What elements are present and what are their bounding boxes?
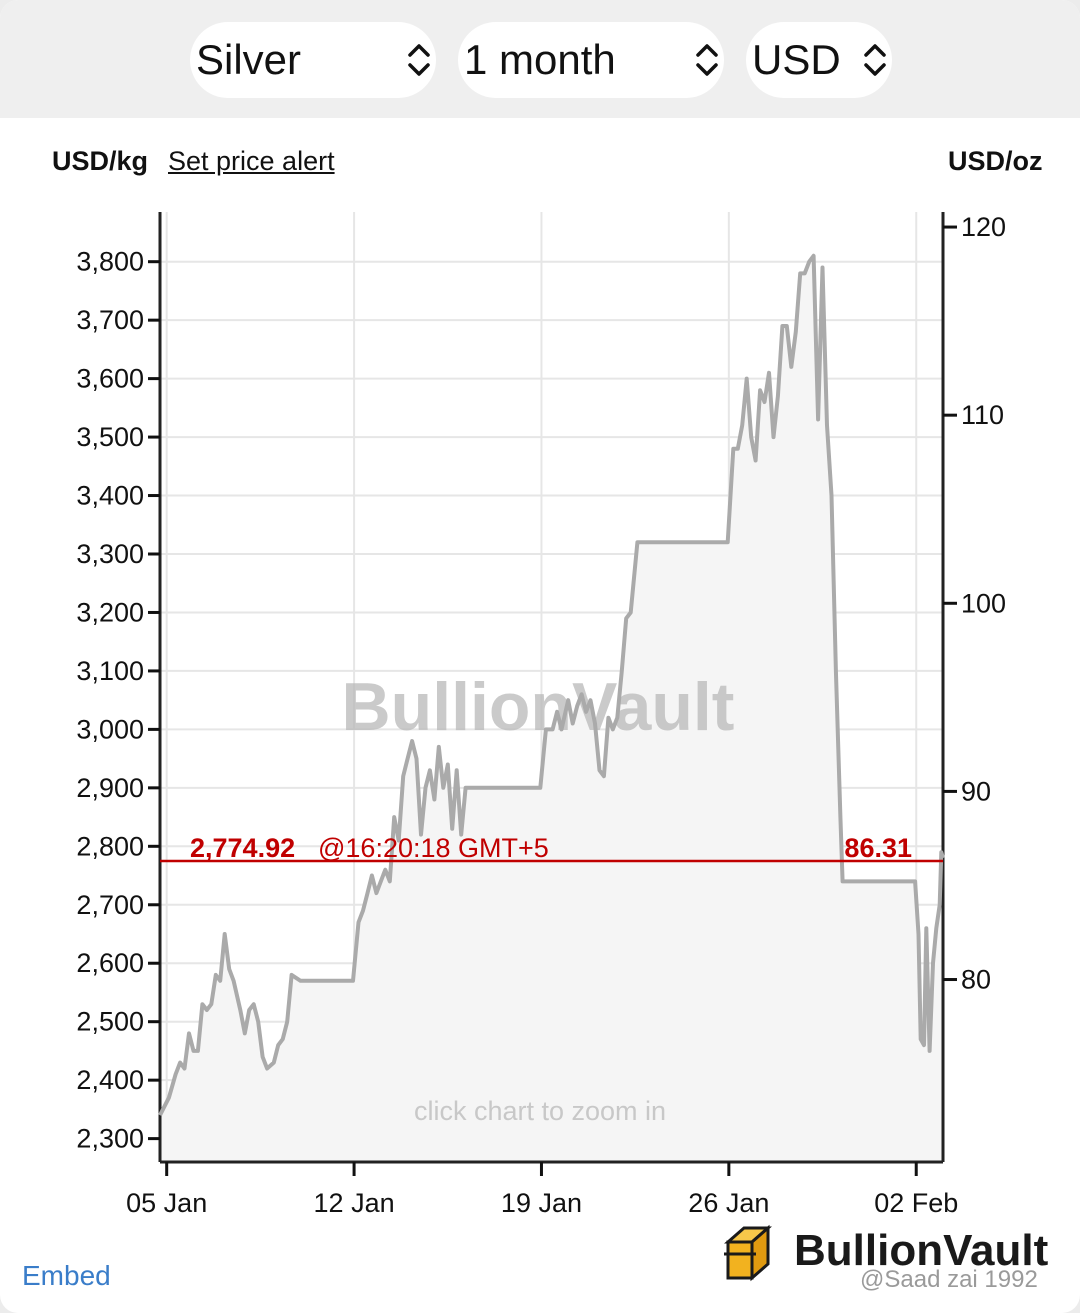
- x-tick-label: 12 Jan: [314, 1188, 395, 1218]
- bullionvault-brand: BullionVault: [722, 1222, 1048, 1284]
- metal-select-value: Silver: [196, 36, 302, 83]
- left-tick-label: 3,600: [76, 364, 144, 394]
- right-tick-label: 120: [961, 212, 1006, 242]
- x-tick-label: 05 Jan: [126, 1188, 207, 1218]
- current-price-time: @16:20:18 GMT+5: [318, 833, 549, 863]
- user-watermark: @Saad zai 1992: [860, 1266, 1038, 1293]
- current-price-oz: 86.31: [844, 833, 912, 863]
- price-line: [158, 253, 945, 1117]
- left-tick-label: 3,300: [76, 539, 144, 569]
- left-tick-label: 3,700: [76, 305, 144, 335]
- right-tick-label: 80: [961, 965, 991, 995]
- set-price-alert-link[interactable]: Set price alert: [168, 146, 335, 176]
- price-area: [160, 255, 943, 1163]
- bullionvault-cube-icon: [724, 1224, 772, 1282]
- metal-select[interactable]: Silver: [190, 22, 436, 98]
- left-tick-label: 2,900: [76, 773, 144, 803]
- left-tick-label: 2,600: [76, 948, 144, 978]
- current-price-label: 2,774.92: [190, 833, 295, 863]
- chevron-updown-icon: [864, 44, 886, 76]
- right-tick-label: 110: [961, 400, 1004, 430]
- right-axis-ticks: 80 90 100 110 120: [943, 212, 1006, 995]
- left-tick-label: 2,700: [76, 890, 144, 920]
- price-chart[interactable]: BullionVault 2,774.92 @16:20:18 GMT+5 86…: [0, 190, 1080, 1220]
- left-axis-ticks: 2,300 2,400 2,500 2,600 2,700 2,800 2,900 3,000…: [76, 247, 160, 1154]
- brand-name: BullionVault: [794, 1226, 1049, 1275]
- left-tick-label: 2,300: [76, 1124, 144, 1154]
- left-tick-label: 2,800: [76, 831, 144, 861]
- left-tick-label: 2,400: [76, 1065, 144, 1095]
- chevron-updown-icon: [696, 44, 718, 76]
- left-tick-label: 3,000: [76, 714, 144, 744]
- zoom-hint: click chart to zoom in: [414, 1096, 666, 1126]
- right-tick-label: 100: [961, 588, 1006, 618]
- right-tick-label: 90: [961, 776, 991, 806]
- bullionvault-watermark: BullionVault: [342, 669, 735, 745]
- x-tick-label: 02 Feb: [874, 1188, 958, 1218]
- left-tick-label: 3,200: [76, 597, 144, 627]
- left-tick-label: 3,100: [76, 656, 144, 686]
- period-select[interactable]: 1 month: [458, 22, 724, 98]
- axes: [158, 212, 945, 1164]
- left-tick-label: 3,400: [76, 481, 144, 511]
- currency-select[interactable]: USD: [746, 22, 892, 98]
- currency-select-value: USD: [752, 36, 841, 83]
- left-tick-label: 2,500: [76, 1007, 144, 1037]
- left-tick-label: 3,800: [76, 247, 144, 277]
- x-axis-ticks: 05 Jan 12 Jan 19 Jan 26 Jan 02 Feb: [126, 1162, 958, 1218]
- x-tick-label: 26 Jan: [688, 1188, 769, 1218]
- x-tick-label: 19 Jan: [501, 1188, 582, 1218]
- period-select-value: 1 month: [464, 36, 616, 83]
- left-tick-label: 3,500: [76, 422, 144, 452]
- chevron-updown-icon: [408, 44, 430, 76]
- left-axis-unit: USD/kg: [52, 146, 149, 176]
- right-axis-unit: USD/oz: [948, 146, 1043, 176]
- embed-link[interactable]: Embed: [22, 1260, 111, 1291]
